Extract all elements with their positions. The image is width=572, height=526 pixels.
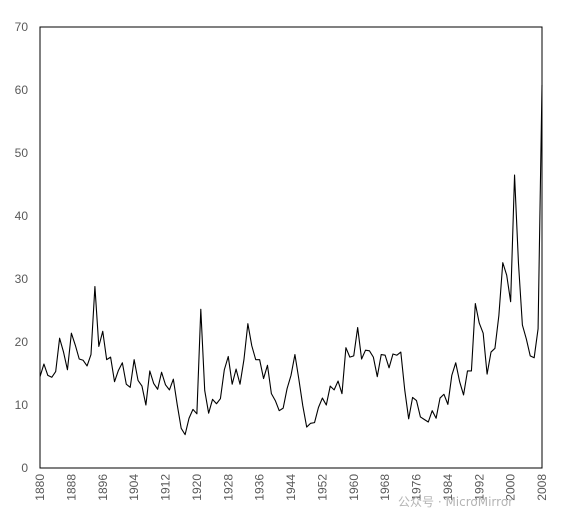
x-tick-label: 1896 (96, 474, 110, 501)
x-tick-label: 1944 (284, 474, 298, 501)
watermark-text: 公众号 · MicroMirror (398, 495, 513, 509)
x-axis-tick-labels: 1880 1888 1896 1904 1912 1920 1928 1936 1944 1952… (33, 474, 549, 501)
y-axis-tick-labels: 0 10 20 30 40 50 60 70 (15, 20, 29, 475)
y-tick-label: 50 (15, 146, 29, 160)
x-tick-label: 1928 (221, 474, 235, 501)
y-tick-label: 40 (15, 209, 29, 223)
x-tick-label: 2008 (535, 474, 549, 501)
x-tick-label: 1936 (253, 474, 267, 501)
series-line (39, 84, 543, 436)
x-tick-label: 1952 (315, 474, 329, 501)
x-tick-label: 1912 (159, 474, 173, 501)
x-tick-label: 1904 (127, 474, 141, 501)
x-tick-label: 1960 (347, 474, 361, 501)
x-tick-label: 1920 (190, 474, 204, 501)
y-tick-label: 30 (15, 272, 29, 286)
x-tick-label: 1992 (472, 474, 486, 501)
x-tick-label: 1984 (441, 474, 455, 501)
y-tick-label: 0 (21, 461, 28, 475)
y-tick-label: 60 (15, 83, 29, 97)
x-tick-label: 1976 (410, 474, 424, 501)
x-tick-label: 1968 (378, 474, 392, 501)
x-tick-label: 1880 (33, 474, 47, 501)
plot-frame (39, 26, 543, 469)
x-tick-label: 2000 (504, 474, 518, 501)
y-tick-label: 20 (15, 335, 29, 349)
y-tick-label: 10 (15, 398, 29, 412)
x-tick-label: 1888 (64, 474, 78, 501)
y-tick-label: 70 (15, 20, 29, 34)
